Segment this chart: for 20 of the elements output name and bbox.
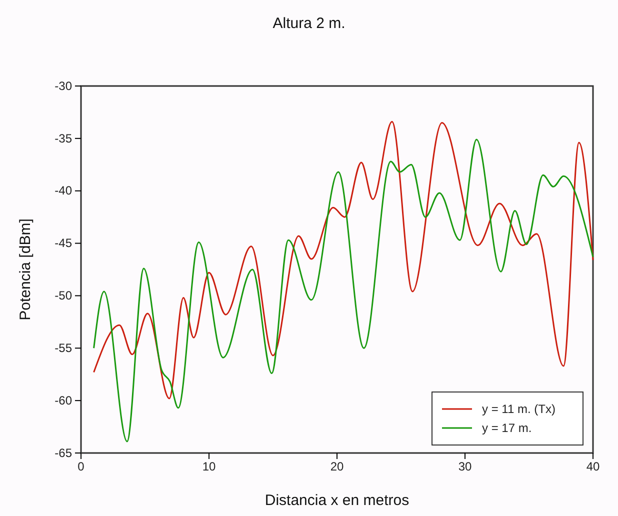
line-series (93, 120, 594, 400)
x-tick-label: 30 (458, 460, 472, 474)
x-tick-label: 40 (586, 460, 600, 474)
y-tick-label: -35 (54, 131, 72, 146)
legend-label: y = 17 m. (482, 421, 532, 435)
y-tick-label: -65 (54, 446, 72, 460)
chart-title: Altura 2 m. (272, 15, 346, 32)
y-tick-label: -50 (54, 288, 72, 303)
x-tick-label: 0 (78, 460, 85, 474)
x-axis-title: Distancia x en metros (264, 492, 410, 509)
line-series (93, 138, 594, 442)
y-tick-label: -45 (54, 236, 72, 250)
y-tick-label: -60 (54, 393, 72, 408)
y-tick-label: -30 (54, 78, 72, 93)
x-tick-label: 20 (330, 460, 344, 474)
legend-label: y = 11 m. (Tx) (482, 402, 556, 416)
y-axis-title: Potencia [dBm] (17, 218, 34, 320)
x-tick-label: 10 (202, 460, 216, 474)
y-tick-label: -55 (54, 340, 72, 355)
y-tick-label: -40 (54, 184, 72, 198)
